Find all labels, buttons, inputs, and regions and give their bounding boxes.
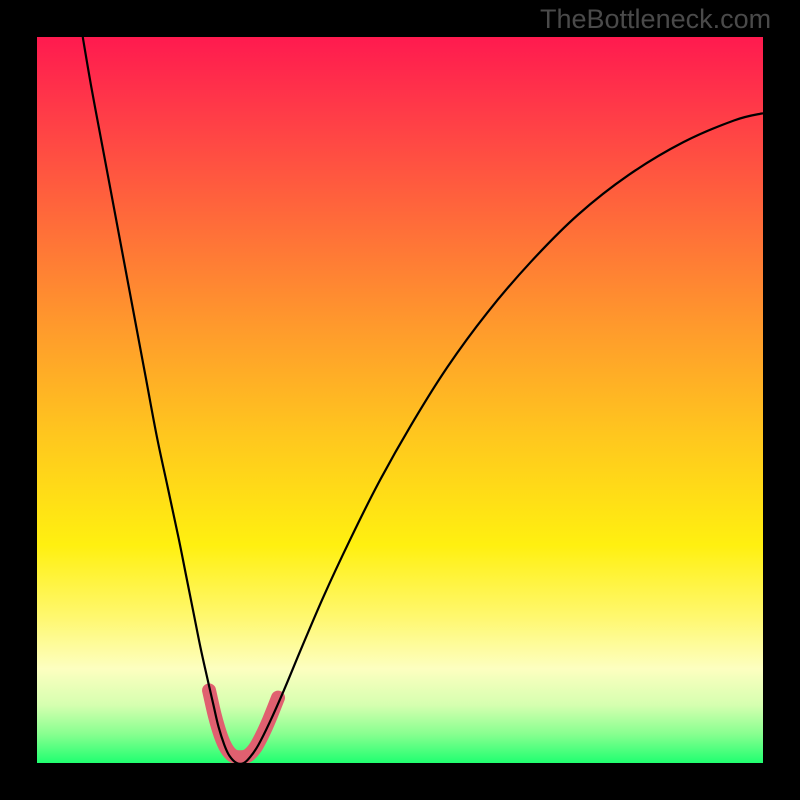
curve-layer (0, 0, 800, 800)
bottleneck-curve (83, 37, 763, 764)
bottom-highlight (209, 690, 278, 757)
watermark-text: TheBottleneck.com (540, 4, 771, 35)
chart-container: TheBottleneck.com (0, 0, 800, 800)
